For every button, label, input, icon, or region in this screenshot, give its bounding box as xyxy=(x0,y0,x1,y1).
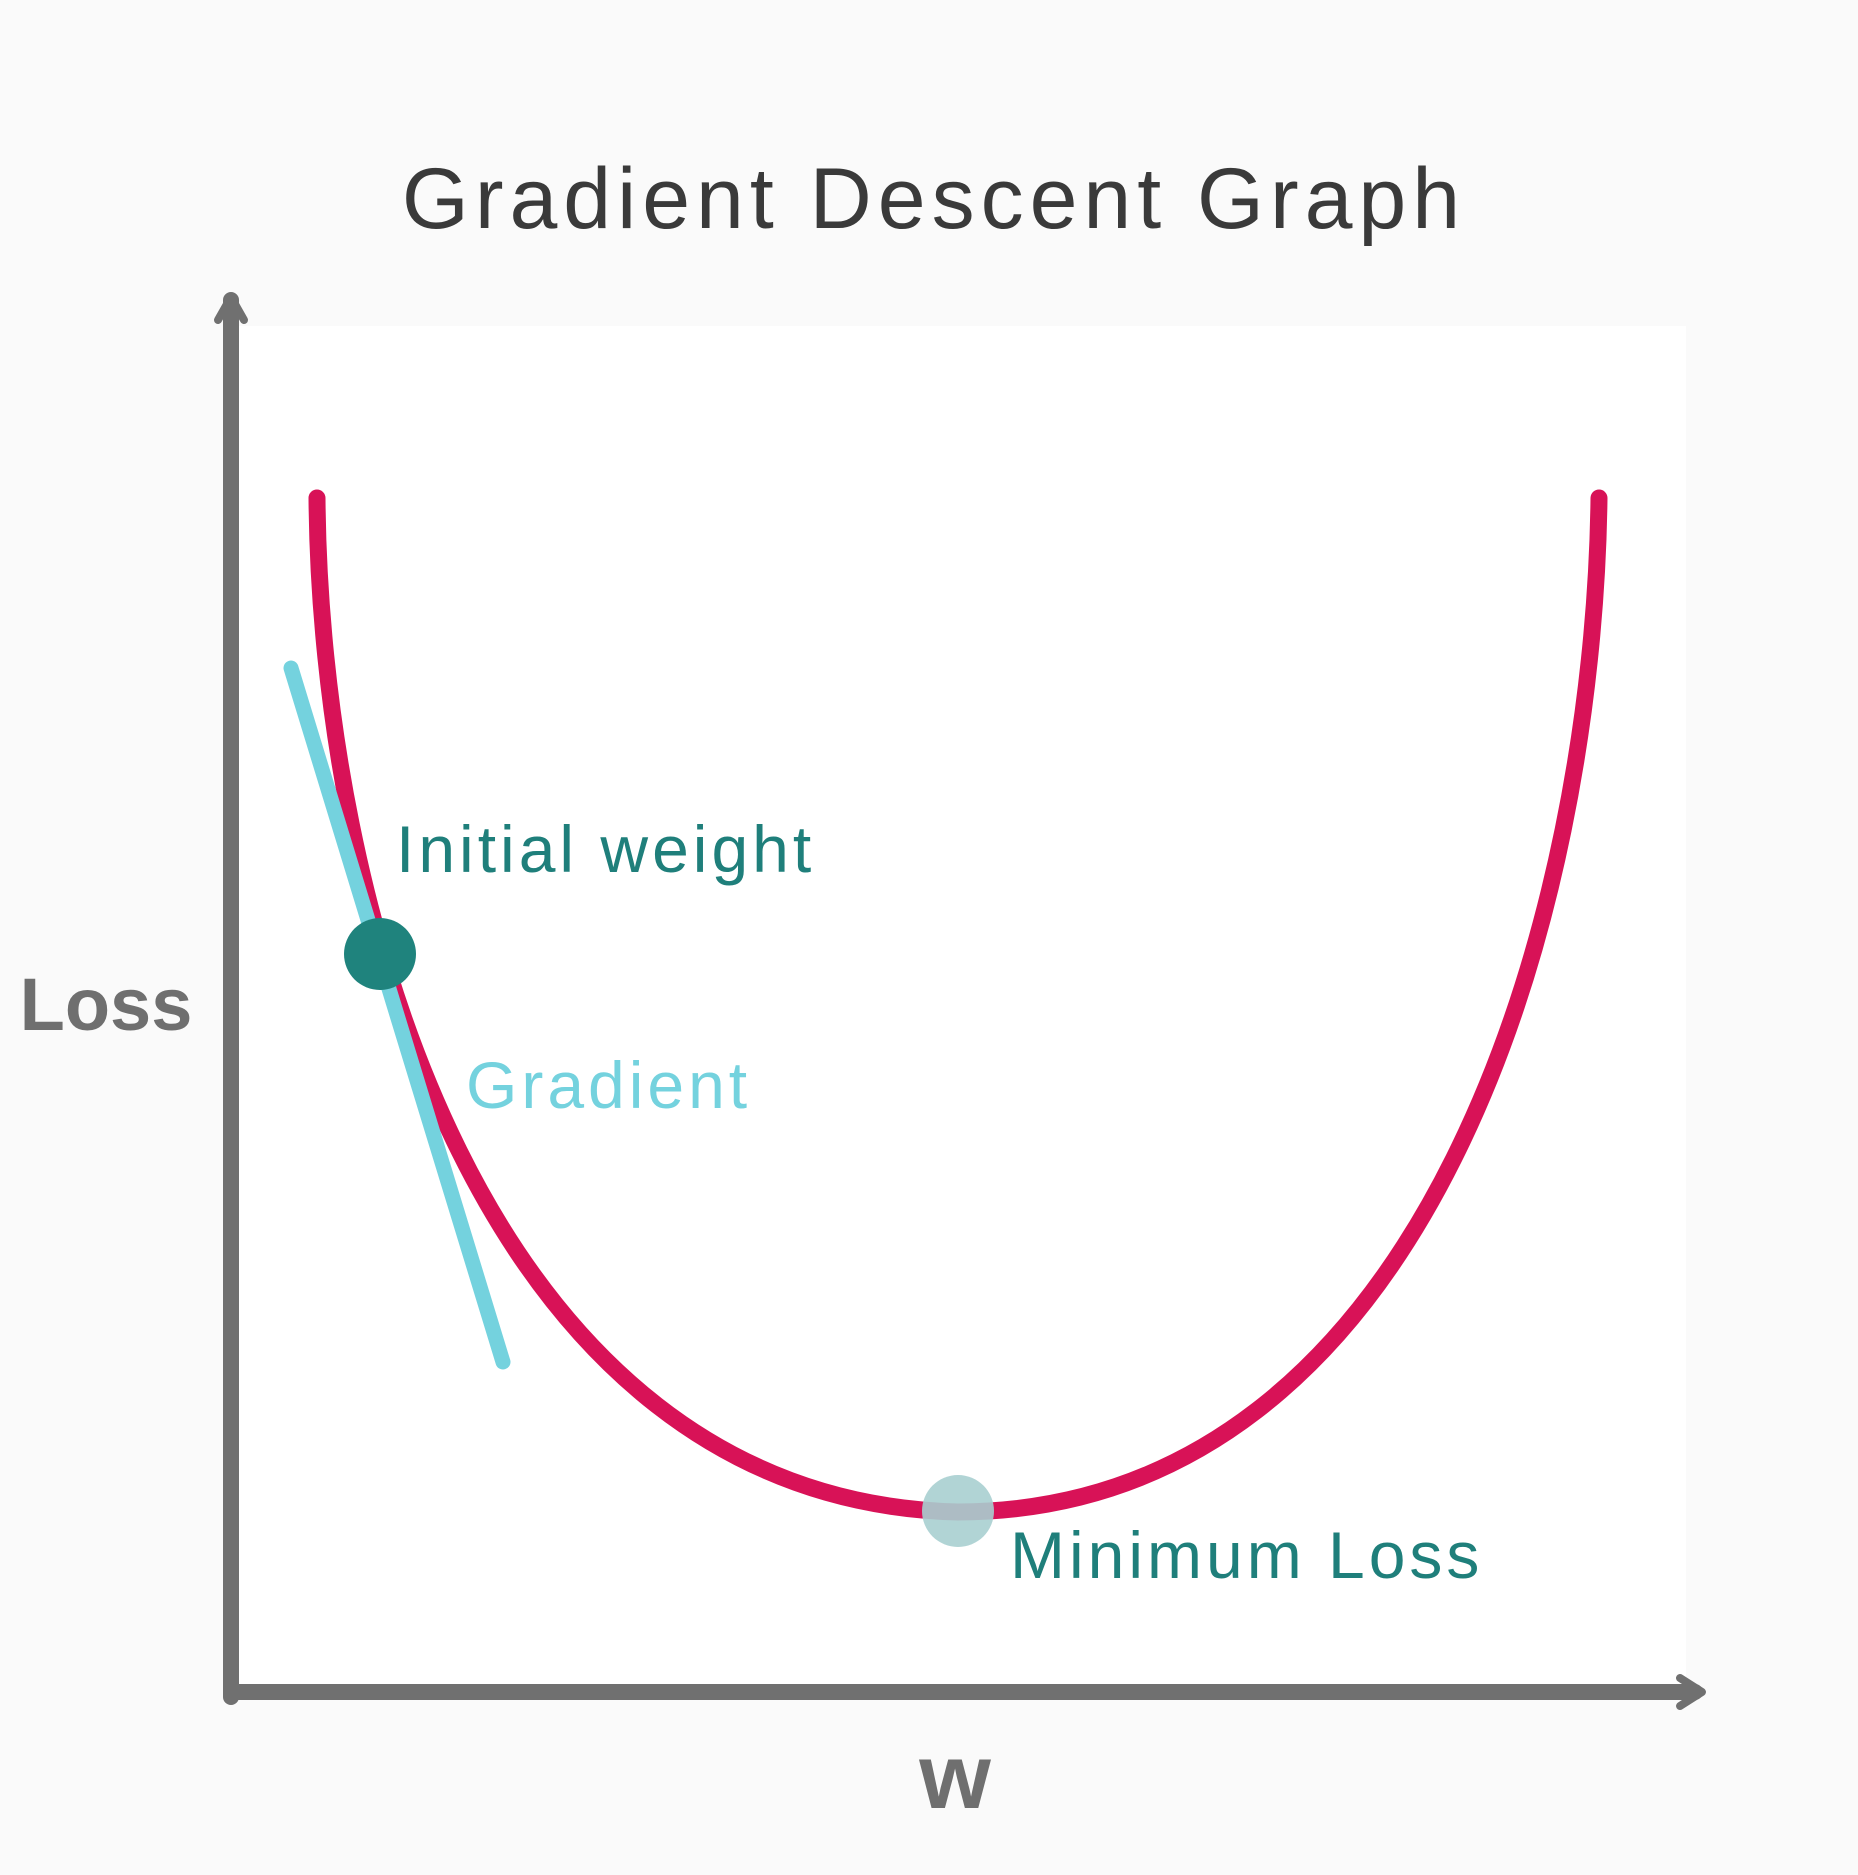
plot-area xyxy=(236,326,1686,1696)
x-axis-label: w xyxy=(918,1726,991,1828)
minimum-loss-label: Minimum Loss xyxy=(1010,1518,1483,1592)
y-axis-arrowhead xyxy=(214,293,248,324)
initial-weight-label: Initial weight xyxy=(396,812,815,886)
y-axis-label: Loss xyxy=(20,963,193,1046)
initial-weight-point xyxy=(344,918,416,990)
axes xyxy=(214,292,1706,1710)
minimum-loss-point xyxy=(922,1475,994,1547)
diagram-title: Gradient Descent Graph xyxy=(402,151,1466,247)
gradient-tangent-line xyxy=(283,660,511,1370)
gradient-label: Gradient xyxy=(466,1048,751,1122)
x-axis-arrowhead xyxy=(1676,1674,1706,1710)
